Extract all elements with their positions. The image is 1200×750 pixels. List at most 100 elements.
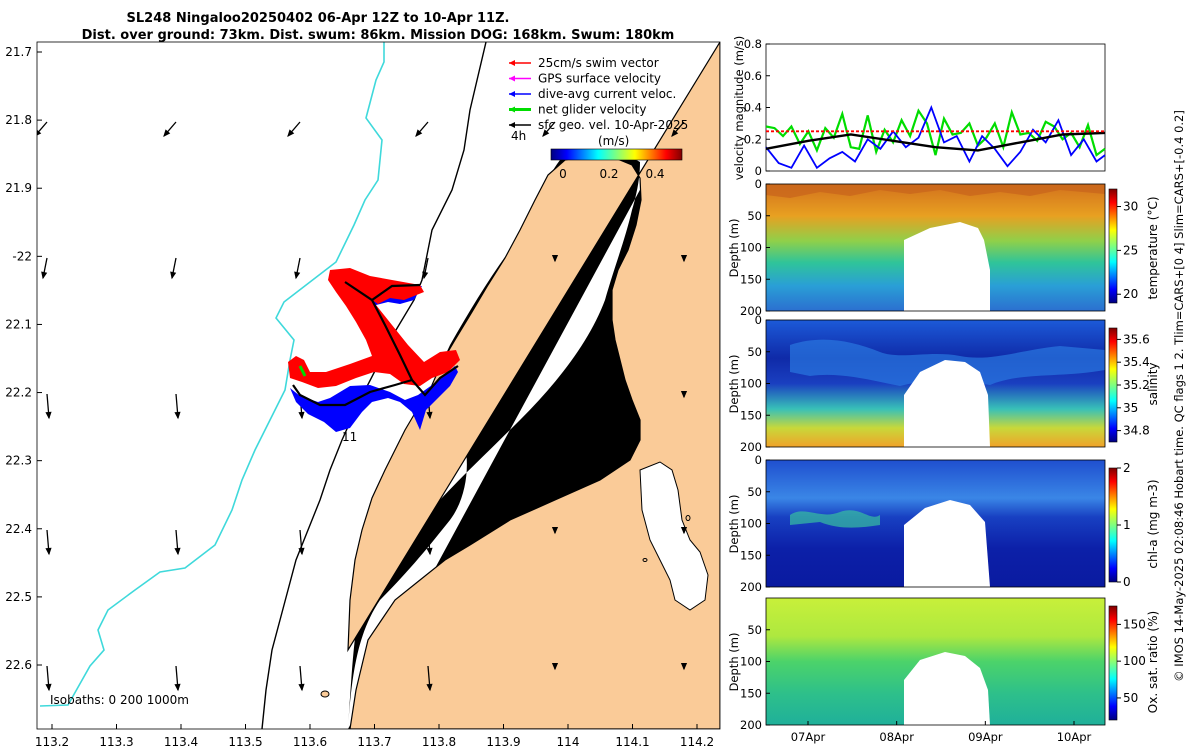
salinity-colorbar xyxy=(1108,327,1118,443)
map-axis-ticks: 113.2 113.3 113.4 113.5 113.6 113.7 113.8 113.9… xyxy=(5,45,714,749)
colorbar-tick-label: 2 xyxy=(1123,461,1131,475)
small-island xyxy=(320,690,330,698)
legend-label: 25cm/s swim vector xyxy=(538,56,659,70)
oxsat-panel xyxy=(765,597,1118,726)
geo-arrow-head xyxy=(163,129,171,137)
temperature-nodata xyxy=(904,222,990,311)
chla-panel xyxy=(765,459,1118,588)
legend-timescale: 4h xyxy=(511,129,526,143)
lat-tick-label: 22.2 xyxy=(5,386,32,400)
lon-tick-label: 113.3 xyxy=(99,735,133,749)
colorbar-tick-label: 0.4 xyxy=(645,167,664,181)
velocity-ytick-label: 0.4 xyxy=(744,101,762,115)
geo-arrow-head xyxy=(680,254,688,263)
geo-arrow-head xyxy=(298,547,305,556)
small-island xyxy=(642,558,648,562)
depth-tick-label: 150 xyxy=(740,548,762,562)
title-line-1: SL248 Ningaloo20250402 06-Apr 12Z to 10-… xyxy=(127,11,510,26)
glider-track xyxy=(288,268,460,432)
lon-tick-label: 113.6 xyxy=(293,735,327,749)
geo-arrow-head xyxy=(426,547,433,556)
colorbar-tick-label: 35 xyxy=(1123,401,1138,415)
side-credit-label: © IMOS 14-May-2025 02:08:46 Hobart time.… xyxy=(1172,110,1186,682)
date-tick-label: 08Apr xyxy=(879,730,914,744)
date-tick-label: 09Apr xyxy=(968,730,1003,744)
colorbar-axis-label: chl-a (mg m-3) xyxy=(1146,479,1160,568)
velocity-ticks: 0 0.2 0.4 0.6 0.8 xyxy=(744,37,770,178)
depth-tick-label: 200 xyxy=(740,304,762,318)
lon-tick-label: 114.1 xyxy=(615,735,649,749)
legend-arrowhead xyxy=(509,75,515,82)
lat-tick-label: 21.7 xyxy=(5,45,32,59)
legend-arrowhead xyxy=(509,106,515,113)
lat-tick-label: 22.3 xyxy=(5,454,32,468)
colorbar-tick-label: 35.4 xyxy=(1123,355,1150,369)
legend-arrowhead xyxy=(509,91,515,97)
geo-arrow-head xyxy=(294,271,301,280)
depth-tick-label: 0 xyxy=(755,453,762,467)
depth-tick-label: 200 xyxy=(740,440,762,454)
velocity-ytick-label: 0.6 xyxy=(744,69,762,83)
temperature-warm-layer xyxy=(766,184,1105,198)
colorbar-tick-label: 25 xyxy=(1123,243,1138,257)
colorbar-tick-label: 0 xyxy=(1123,575,1131,589)
velocity-series-line xyxy=(765,108,1106,157)
speed-colorbar xyxy=(550,148,683,161)
lon-tick-label: 113.9 xyxy=(486,735,520,749)
depth-axis-label: Depth (m) xyxy=(727,355,741,414)
depth-tick-label: 100 xyxy=(740,517,762,531)
depth-axis-label: Depth (m) xyxy=(727,495,741,554)
depth-tick-label: 150 xyxy=(740,272,762,286)
depth-tick-label: 100 xyxy=(740,241,762,255)
depth-tick-label: 50 xyxy=(747,485,762,499)
velocity-ytick-label: 0 xyxy=(755,164,762,178)
date-tick-label: 10Apr xyxy=(1057,730,1092,744)
chla-max-layer xyxy=(790,510,880,528)
geo-arrow-head xyxy=(426,411,433,420)
geo-arrow-head xyxy=(671,129,679,137)
colorbar-tick-label: 1 xyxy=(1123,518,1131,532)
land-outline xyxy=(347,42,720,729)
colorbar-tick-label: 0 xyxy=(559,167,567,181)
velocity-ylabel: velocity magnitude (m/s) xyxy=(732,36,746,181)
temperature-colorbar xyxy=(1108,188,1118,304)
geo-arrow-head xyxy=(174,411,181,420)
colorbar-tick-label: 30 xyxy=(1123,200,1138,214)
net-track-line xyxy=(292,281,459,407)
swim-vector-ribbon xyxy=(288,268,460,388)
legend-label: GPS surface velocity xyxy=(538,72,661,86)
geo-arrow-head xyxy=(41,271,48,280)
depth-tick-label: 150 xyxy=(740,686,762,700)
colorbar-axis-label: temperature (°C) xyxy=(1146,197,1160,300)
depth-tick-label: 50 xyxy=(747,623,762,637)
small-island xyxy=(685,515,691,521)
lat-tick-label: 22.6 xyxy=(5,658,32,672)
geo-arrow-head xyxy=(174,683,181,692)
geo-arrow-head xyxy=(415,129,423,137)
oxsat-colorbar xyxy=(1108,605,1118,721)
depth-tick-label: 50 xyxy=(747,345,762,359)
lon-tick-label: 114.2 xyxy=(680,735,714,749)
colorbar-tick-label: 34.8 xyxy=(1123,424,1150,438)
colorbar-axis-label: salinity xyxy=(1146,362,1160,405)
geo-arrow-head xyxy=(551,390,559,399)
colorbar-tick-label: 35.6 xyxy=(1123,332,1150,346)
lon-tick-label: 113.5 xyxy=(228,735,262,749)
depth-tick-label: 200 xyxy=(740,718,762,732)
lon-tick-label: 113.8 xyxy=(422,735,456,749)
chla-nodata xyxy=(904,500,990,587)
track-end-label: 11 xyxy=(342,430,357,444)
gulf-water xyxy=(639,461,709,611)
lat-tick-label: 21.8 xyxy=(5,113,32,127)
legend-label: net glider velocity xyxy=(538,103,646,117)
lat-tick-label: 21.9 xyxy=(5,181,32,195)
depth-tick-label: 200 xyxy=(740,580,762,594)
current-vector-ribbon xyxy=(290,366,458,432)
geo-arrow-head xyxy=(551,254,559,263)
geo-arrow-head xyxy=(426,683,433,692)
map-legend: 25cm/s swim vector GPS surface velocitydi… xyxy=(509,56,688,132)
legend-arrowhead xyxy=(509,60,515,66)
speed-colorbar-ticks: 0 0.2 0.4 xyxy=(559,167,664,181)
colorbar-tick-label: 35.2 xyxy=(1123,378,1150,392)
